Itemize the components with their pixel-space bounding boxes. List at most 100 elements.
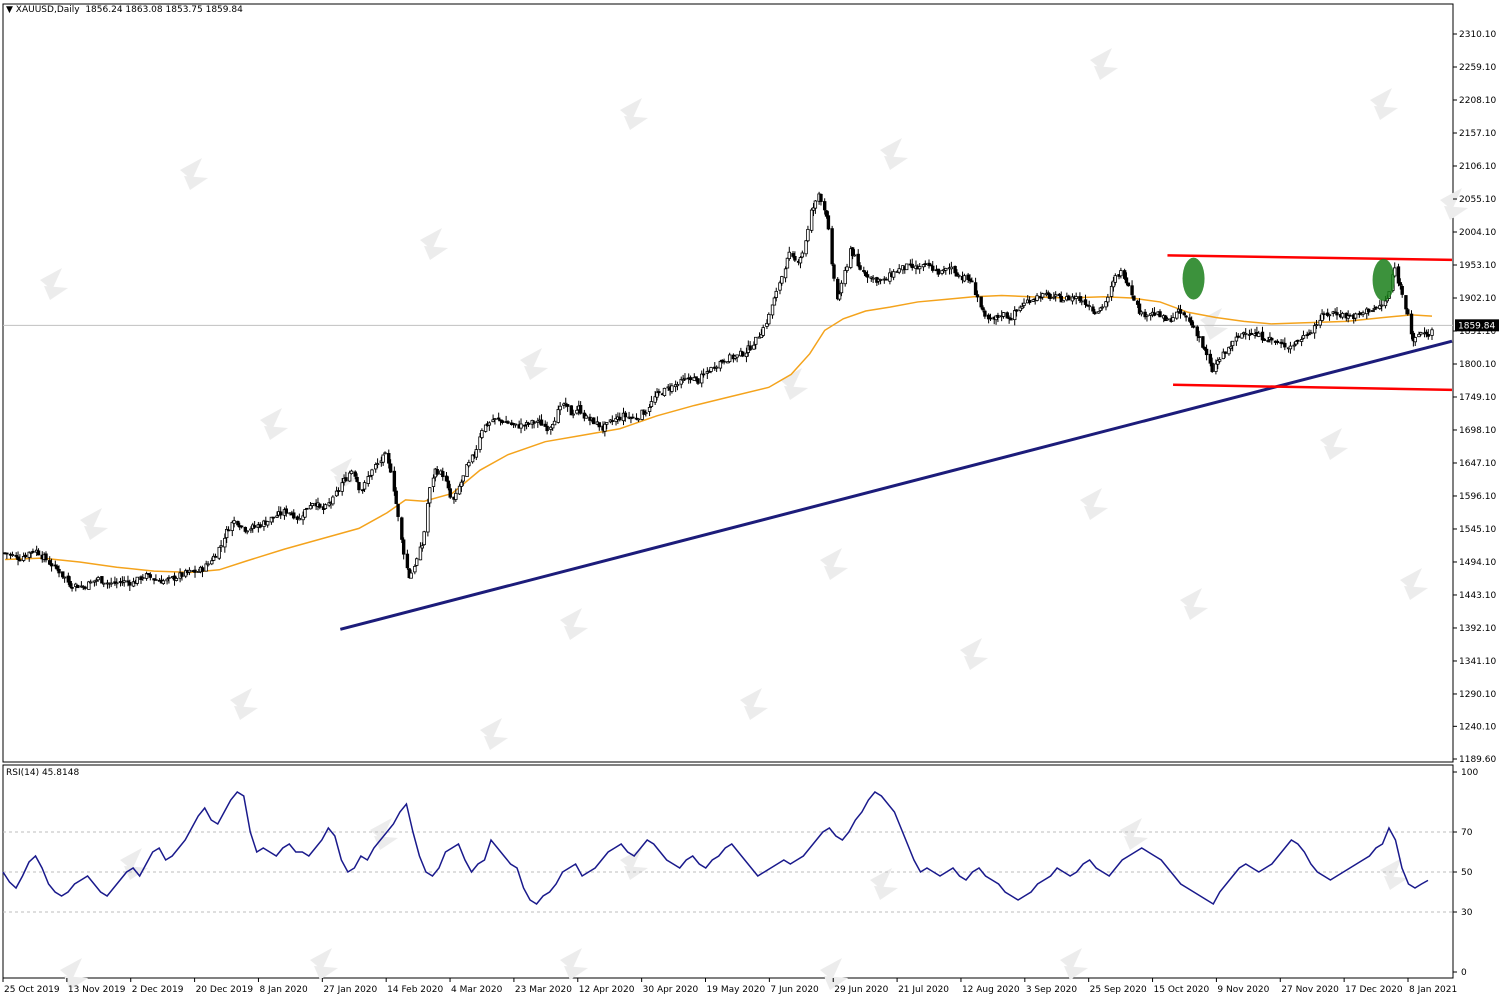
candle-body (27, 551, 31, 558)
candle-body (10, 554, 15, 556)
date-tick-label: 7 Jun 2020 (770, 985, 819, 995)
date-tick-label: 21 Jul 2020 (898, 985, 949, 995)
candle-body (884, 278, 888, 281)
candle-body (62, 576, 67, 579)
candle-body (575, 409, 579, 414)
candle-body (927, 262, 931, 266)
candle-body (597, 422, 601, 428)
symbol-header: ▼ XAUUSD,Daily 1856.24 1863.08 1853.75 1… (6, 5, 243, 15)
candle-body (962, 275, 967, 282)
candle-body (57, 568, 61, 574)
candle-body (973, 282, 978, 296)
candle-body (498, 419, 503, 422)
collapse-triangle-icon[interactable]: ▼ (6, 5, 13, 15)
candle-body (154, 579, 158, 581)
candle-body (545, 425, 549, 432)
candle-body (1292, 344, 1296, 347)
candle-body (1318, 319, 1322, 326)
candle-body (1119, 270, 1123, 277)
candle-body (100, 576, 104, 584)
candle-body (957, 274, 961, 277)
candle-body (1234, 336, 1239, 342)
candle-body (387, 453, 391, 464)
candle-body (778, 282, 782, 291)
candle-body (431, 477, 436, 487)
candle-body (519, 423, 523, 429)
candle-body (347, 472, 352, 482)
candle-body (210, 560, 214, 565)
candle-body (409, 572, 413, 579)
watermark-logo (370, 818, 398, 850)
candle-body (265, 521, 270, 526)
date-tick-label: 9 Nov 2020 (1217, 985, 1269, 995)
candle-body (839, 282, 844, 294)
candle-body (767, 313, 771, 325)
candle-body (1074, 296, 1078, 299)
candle-body (826, 215, 831, 230)
watermark-logo (420, 228, 448, 260)
watermark-logo (620, 98, 648, 130)
candle-body (1130, 285, 1134, 296)
candle-body (1370, 310, 1375, 312)
current-price-badge (1455, 319, 1499, 332)
candle-body (1266, 340, 1270, 342)
candle-body (996, 314, 1000, 318)
candle-body (1283, 342, 1287, 348)
watermark-logo (1320, 428, 1348, 460)
candle-body (1031, 299, 1036, 302)
candle-body (1053, 294, 1058, 297)
rsi-tick-label: 30 (1461, 908, 1473, 918)
candle-body (491, 419, 495, 423)
symbol-label: XAUUSD (15, 5, 54, 15)
candle-body (1096, 311, 1101, 314)
rsi-header: RSI(14) 45.8148 (6, 768, 79, 778)
date-tick-label: 27 Nov 2020 (1281, 985, 1339, 995)
candle-body (714, 366, 719, 369)
candle-body (1294, 340, 1298, 345)
candle-body (252, 525, 257, 528)
candle-body (92, 580, 97, 583)
candle-body (236, 520, 240, 526)
date-tick-label: 8 Jan 2020 (259, 985, 307, 995)
candle-body (288, 512, 292, 515)
price-tick-label: 1189.60 (1459, 755, 1496, 765)
candle-body (1163, 315, 1168, 322)
candle-body (87, 581, 91, 590)
candle-body (837, 293, 842, 300)
candle-body (131, 581, 136, 587)
watermark-logo (40, 268, 68, 300)
candle-body (353, 471, 357, 477)
candle-body (1165, 318, 1170, 321)
candle-body (1208, 353, 1213, 364)
rsi-tick-label: 70 (1461, 828, 1473, 838)
price-tick-label: 2310.10 (1459, 30, 1496, 40)
candle-body (383, 452, 387, 455)
candle-body (1048, 293, 1052, 299)
candle-body (811, 207, 816, 211)
candle-body (483, 424, 488, 432)
candle-body (662, 387, 667, 396)
candle-body (217, 546, 221, 559)
candle-body (603, 423, 607, 432)
candle-body (1145, 314, 1149, 317)
candle-body (735, 354, 739, 358)
watermark-logo (310, 948, 338, 980)
candle-body (618, 416, 622, 421)
candle-body (1340, 313, 1345, 318)
candle-body (1139, 311, 1144, 315)
candle-body (53, 564, 57, 567)
candle-body (1059, 295, 1063, 303)
candle-body (357, 482, 361, 491)
candle-body (454, 492, 458, 500)
date-tick-label: 3 Sep 2020 (1026, 985, 1078, 995)
watermark-logo (560, 948, 588, 980)
candle-body (605, 422, 609, 425)
candle-body (692, 376, 696, 381)
candle-body (18, 559, 22, 562)
candle-body (1020, 306, 1024, 309)
candle-body (806, 228, 810, 242)
candle-body (1249, 332, 1253, 335)
candle-body (988, 317, 993, 320)
candle-body (174, 578, 179, 581)
